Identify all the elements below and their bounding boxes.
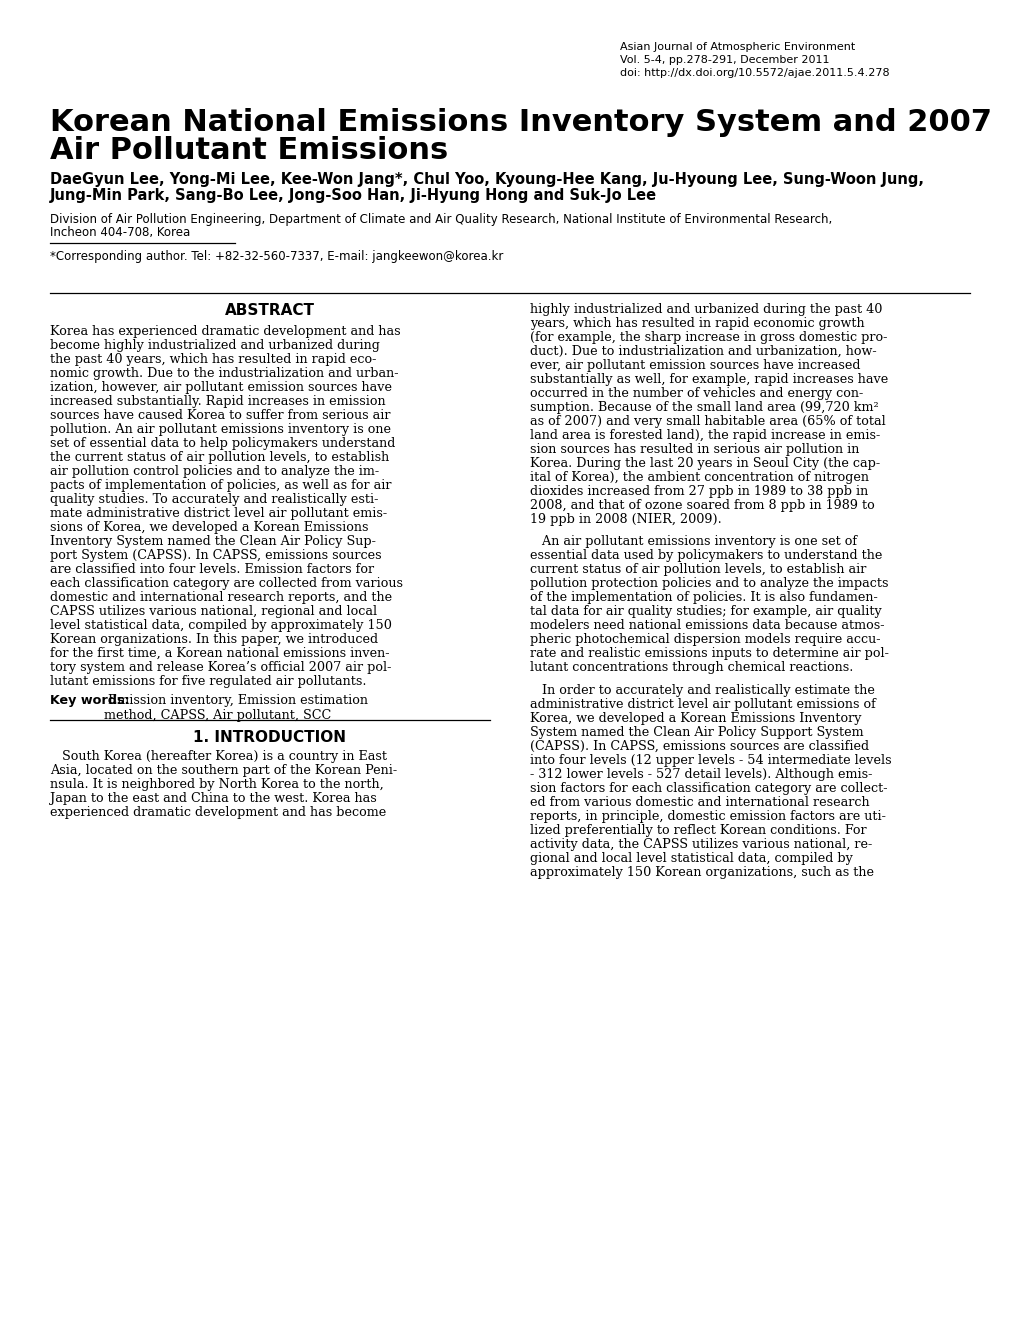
Text: port System (CAPSS). In CAPSS, emissions sources: port System (CAPSS). In CAPSS, emissions… — [50, 549, 381, 562]
Text: tal data for air quality studies; for example, air quality: tal data for air quality studies; for ex… — [530, 605, 880, 618]
Text: pacts of implementation of policies, as well as for air: pacts of implementation of policies, as … — [50, 479, 391, 493]
Text: occurred in the number of vehicles and energy con-: occurred in the number of vehicles and e… — [530, 387, 862, 400]
Text: 1. INTRODUCTION: 1. INTRODUCTION — [194, 730, 346, 745]
Text: experienced dramatic development and has become: experienced dramatic development and has… — [50, 806, 386, 818]
Text: Key words:: Key words: — [50, 694, 129, 708]
Text: become highly industrialized and urbanized during: become highly industrialized and urbaniz… — [50, 339, 379, 352]
Text: into four levels (12 upper levels - 54 intermediate levels: into four levels (12 upper levels - 54 i… — [530, 754, 891, 766]
Text: - 312 lower levels - 527 detail levels). Although emis-: - 312 lower levels - 527 detail levels).… — [530, 768, 871, 781]
Text: In order to accurately and realistically estimate the: In order to accurately and realistically… — [530, 684, 874, 697]
Text: Emission inventory, Emission estimation
method, CAPSS, Air pollutant, SCC: Emission inventory, Emission estimation … — [104, 694, 368, 722]
Text: for the first time, a Korean national emissions inven-: for the first time, a Korean national em… — [50, 647, 389, 659]
Text: An air pollutant emissions inventory is one set of: An air pollutant emissions inventory is … — [530, 535, 856, 549]
Text: Korea. During the last 20 years in Seoul City (the cap-: Korea. During the last 20 years in Seoul… — [530, 457, 879, 470]
Text: ed from various domestic and international research: ed from various domestic and internation… — [530, 796, 869, 809]
Text: quality studies. To accurately and realistically esti-: quality studies. To accurately and reali… — [50, 493, 378, 506]
Text: Jung-Min Park, Sang-Bo Lee, Jong-Soo Han, Ji-Hyung Hong and Suk-Jo Lee: Jung-Min Park, Sang-Bo Lee, Jong-Soo Han… — [50, 188, 656, 203]
Text: years, which has resulted in rapid economic growth: years, which has resulted in rapid econo… — [530, 316, 864, 330]
Text: doi: http://dx.doi.org/10.5572/ajae.2011.5.4.278: doi: http://dx.doi.org/10.5572/ajae.2011… — [620, 68, 889, 77]
Text: nomic growth. Due to the industrialization and urban-: nomic growth. Due to the industrializati… — [50, 367, 398, 380]
Text: sources have caused Korea to suffer from serious air: sources have caused Korea to suffer from… — [50, 409, 390, 422]
Text: air pollution control policies and to analyze the im-: air pollution control policies and to an… — [50, 465, 379, 478]
Text: Vol. 5-4, pp.278-291, December 2011: Vol. 5-4, pp.278-291, December 2011 — [620, 55, 828, 65]
Text: lutant concentrations through chemical reactions.: lutant concentrations through chemical r… — [530, 661, 853, 674]
Text: CAPSS utilizes various national, regional and local: CAPSS utilizes various national, regiona… — [50, 605, 377, 618]
Text: land area is forested land), the rapid increase in emis-: land area is forested land), the rapid i… — [530, 429, 879, 442]
Text: ABSTRACT: ABSTRACT — [225, 303, 315, 318]
Text: approximately 150 Korean organizations, such as the: approximately 150 Korean organizations, … — [530, 866, 873, 878]
Text: increased substantially. Rapid increases in emission: increased substantially. Rapid increases… — [50, 395, 385, 409]
Text: activity data, the CAPSS utilizes various national, re-: activity data, the CAPSS utilizes variou… — [530, 838, 871, 850]
Text: pheric photochemical dispersion models require accu-: pheric photochemical dispersion models r… — [530, 633, 879, 646]
Text: South Korea (hereafter Korea) is a country in East: South Korea (hereafter Korea) is a count… — [50, 750, 386, 764]
Text: sion factors for each classification category are collect-: sion factors for each classification cat… — [530, 782, 887, 794]
Text: essential data used by policymakers to understand the: essential data used by policymakers to u… — [530, 550, 881, 562]
Text: 2008, and that of ozone soared from 8 ppb in 1989 to: 2008, and that of ozone soared from 8 pp… — [530, 499, 874, 513]
Text: *Corresponding author. Tel: +82-32-560-7337, E-mail: jangkeewon@korea.kr: *Corresponding author. Tel: +82-32-560-7… — [50, 250, 503, 263]
Text: pollution. An air pollutant emissions inventory is one: pollution. An air pollutant emissions in… — [50, 423, 390, 437]
Text: Korea, we developed a Korean Emissions Inventory: Korea, we developed a Korean Emissions I… — [530, 712, 861, 725]
Text: Inventory System named the Clean Air Policy Sup-: Inventory System named the Clean Air Pol… — [50, 535, 376, 547]
Text: modelers need national emissions data because atmos-: modelers need national emissions data be… — [530, 619, 883, 633]
Text: Korean National Emissions Inventory System and 2007: Korean National Emissions Inventory Syst… — [50, 108, 991, 138]
Text: Japan to the east and China to the west. Korea has: Japan to the east and China to the west.… — [50, 792, 376, 805]
Text: ever, air pollutant emission sources have increased: ever, air pollutant emission sources hav… — [530, 359, 860, 372]
Text: ization, however, air pollutant emission sources have: ization, however, air pollutant emission… — [50, 380, 391, 394]
Text: rate and realistic emissions inputs to determine air pol-: rate and realistic emissions inputs to d… — [530, 647, 888, 661]
Text: current status of air pollution levels, to establish air: current status of air pollution levels, … — [530, 563, 865, 577]
Text: highly industrialized and urbanized during the past 40: highly industrialized and urbanized duri… — [530, 303, 881, 316]
Text: substantially as well, for example, rapid increases have: substantially as well, for example, rapi… — [530, 372, 888, 386]
Text: sion sources has resulted in serious air pollution in: sion sources has resulted in serious air… — [530, 443, 859, 457]
Text: Air Pollutant Emissions: Air Pollutant Emissions — [50, 136, 447, 166]
Text: administrative district level air pollutant emissions of: administrative district level air pollut… — [530, 698, 875, 710]
Text: mate administrative district level air pollutant emis-: mate administrative district level air p… — [50, 507, 387, 521]
Text: pollution protection policies and to analyze the impacts: pollution protection policies and to ana… — [530, 578, 888, 590]
Text: nsula. It is neighbored by North Korea to the north,: nsula. It is neighbored by North Korea t… — [50, 778, 383, 792]
Text: domestic and international research reports, and the: domestic and international research repo… — [50, 591, 391, 603]
Text: gional and local level statistical data, compiled by: gional and local level statistical data,… — [530, 852, 852, 865]
Text: ital of Korea), the ambient concentration of nitrogen: ital of Korea), the ambient concentratio… — [530, 471, 868, 485]
Text: lutant emissions for five regulated air pollutants.: lutant emissions for five regulated air … — [50, 676, 366, 688]
Text: (for example, the sharp increase in gross domestic pro-: (for example, the sharp increase in gros… — [530, 331, 887, 344]
Text: dioxides increased from 27 ppb in 1989 to 38 ppb in: dioxides increased from 27 ppb in 1989 t… — [530, 485, 867, 498]
Text: of the implementation of policies. It is also fundamen-: of the implementation of policies. It is… — [530, 591, 877, 605]
Text: the current status of air pollution levels, to establish: the current status of air pollution leve… — [50, 451, 389, 465]
Text: each classification category are collected from various: each classification category are collect… — [50, 577, 403, 590]
Text: Korean organizations. In this paper, we introduced: Korean organizations. In this paper, we … — [50, 633, 378, 646]
Text: lized preferentially to reflect Korean conditions. For: lized preferentially to reflect Korean c… — [530, 824, 866, 837]
Text: are classified into four levels. Emission factors for: are classified into four levels. Emissio… — [50, 563, 374, 575]
Text: System named the Clean Air Policy Support System: System named the Clean Air Policy Suppor… — [530, 726, 863, 738]
Text: tory system and release Korea’s official 2007 air pol-: tory system and release Korea’s official… — [50, 661, 391, 674]
Text: DaeGyun Lee, Yong-Mi Lee, Kee-Won Jang*, Chul Yoo, Kyoung-Hee Kang, Ju-Hyoung Le: DaeGyun Lee, Yong-Mi Lee, Kee-Won Jang*,… — [50, 172, 923, 187]
Text: Asian Journal of Atmospheric Environment: Asian Journal of Atmospheric Environment — [620, 41, 854, 52]
Text: reports, in principle, domestic emission factors are uti-: reports, in principle, domestic emission… — [530, 810, 886, 822]
Text: (CAPSS). In CAPSS, emissions sources are classified: (CAPSS). In CAPSS, emissions sources are… — [530, 740, 868, 753]
Text: sions of Korea, we developed a Korean Emissions: sions of Korea, we developed a Korean Em… — [50, 521, 368, 534]
Text: set of essential data to help policymakers understand: set of essential data to help policymake… — [50, 437, 395, 450]
Text: the past 40 years, which has resulted in rapid eco-: the past 40 years, which has resulted in… — [50, 352, 376, 366]
Text: Incheon 404-708, Korea: Incheon 404-708, Korea — [50, 226, 191, 239]
Text: duct). Due to industrialization and urbanization, how-: duct). Due to industrialization and urba… — [530, 344, 875, 358]
Text: Division of Air Pollution Engineering, Department of Climate and Air Quality Res: Division of Air Pollution Engineering, D… — [50, 214, 832, 226]
Text: Asia, located on the southern part of the Korean Peni-: Asia, located on the southern part of th… — [50, 764, 396, 777]
Text: 19 ppb in 2008 (NIER, 2009).: 19 ppb in 2008 (NIER, 2009). — [530, 513, 721, 526]
Text: sumption. Because of the small land area (99,720 km²: sumption. Because of the small land area… — [530, 400, 877, 414]
Text: as of 2007) and very small habitable area (65% of total: as of 2007) and very small habitable are… — [530, 415, 884, 429]
Text: Korea has experienced dramatic development and has: Korea has experienced dramatic developme… — [50, 324, 400, 338]
Text: level statistical data, compiled by approximately 150: level statistical data, compiled by appr… — [50, 619, 391, 631]
